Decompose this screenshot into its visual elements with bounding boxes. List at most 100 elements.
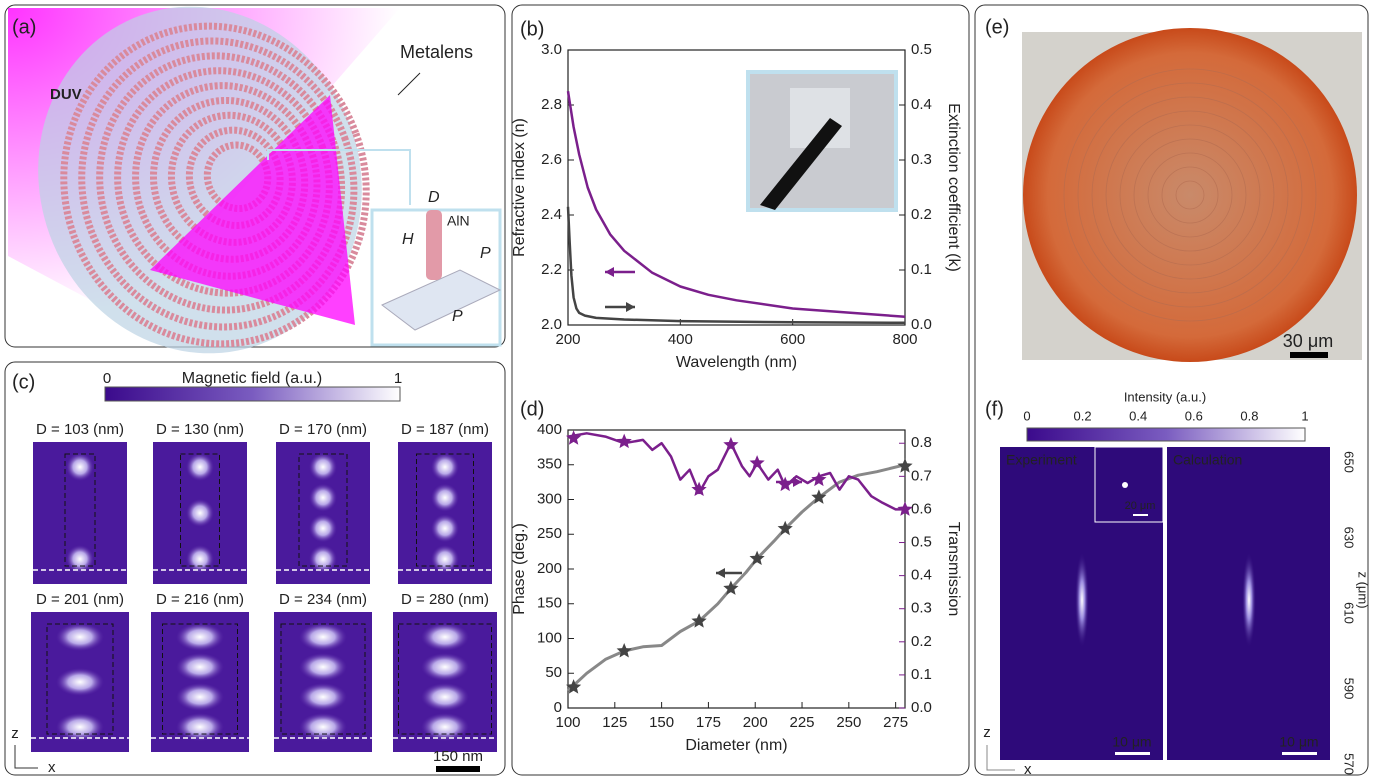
metalens-photo xyxy=(1023,28,1357,362)
field-lobe xyxy=(56,668,104,696)
map-title: Calculation xyxy=(1173,452,1242,468)
data-line xyxy=(568,207,905,323)
colorbar-tick-label: 0.6 xyxy=(1185,408,1203,423)
x-axis-label: Diameter (nm) xyxy=(685,737,787,754)
y2-tick-label: 0.6 xyxy=(911,500,932,517)
label-d: D xyxy=(428,189,440,206)
y2-tick-label: 0.2 xyxy=(911,206,932,223)
y2-tick-label: 0.4 xyxy=(911,567,932,584)
y2-tick-label: 0.1 xyxy=(911,666,932,683)
scale-bar xyxy=(1115,752,1150,755)
colorbar xyxy=(105,387,400,401)
field-lobe xyxy=(66,545,94,573)
field-lobe xyxy=(186,499,214,527)
y-tick-label: 150 xyxy=(537,595,562,612)
y-tick-label: 100 xyxy=(537,629,562,646)
field-lobe xyxy=(421,623,469,651)
pillar xyxy=(426,210,442,280)
field-lobe xyxy=(309,453,337,481)
y-axis-label: Refractive index (n) xyxy=(511,118,528,257)
field-lobe xyxy=(309,514,337,542)
field-lobe xyxy=(309,484,337,512)
panel-frame xyxy=(512,5,969,775)
star-marker xyxy=(723,437,738,452)
field-lobe xyxy=(309,545,337,573)
colorbar-max: 1 xyxy=(394,370,402,387)
field-lobe xyxy=(299,623,347,651)
pointer xyxy=(398,73,420,95)
colorbar-min: 0 xyxy=(103,370,111,387)
label-h: H xyxy=(402,231,414,248)
y-tick-label: 250 xyxy=(537,525,562,542)
panel-label: (e) xyxy=(985,16,1009,38)
colorbar-tick-label: 0.8 xyxy=(1240,408,1258,423)
field-lobe xyxy=(431,545,459,573)
tile-label: D = 130 (nm) xyxy=(156,421,244,438)
focal-spot xyxy=(1242,552,1256,648)
y2-tick-label: 0.3 xyxy=(911,600,932,617)
y2-tick-label: 0.5 xyxy=(911,533,932,550)
x-tick-label: 225 xyxy=(790,714,815,731)
scale-bar xyxy=(436,766,480,772)
panel-label: (b) xyxy=(520,18,544,40)
y2-tick-label: 0.0 xyxy=(911,699,932,716)
y2-tick-label: 0.4 xyxy=(911,96,932,113)
y2-axis-label: Extinction coefficient (k) xyxy=(945,103,962,272)
y-tick-label: 50 xyxy=(545,664,562,681)
field-lobe xyxy=(431,514,459,542)
field-lobe xyxy=(186,453,214,481)
y-tick-label: 2.0 xyxy=(541,316,562,333)
x-tick-label: 800 xyxy=(892,331,917,348)
y2-axis-label: Transmission xyxy=(945,522,962,617)
x-tick-label: 400 xyxy=(668,331,693,348)
scale-label: 30 μm xyxy=(1283,331,1333,351)
x-tick-label: 250 xyxy=(836,714,861,731)
figure: (b)2004006008002.02.22.42.62.83.00.00.10… xyxy=(0,0,1373,780)
axis-x: x xyxy=(1024,761,1032,778)
y-axis-label: Phase (deg.) xyxy=(511,523,528,615)
y2-tick-label: 0.2 xyxy=(911,633,932,650)
field-lobe xyxy=(299,713,347,741)
y2-tick-label: 0.7 xyxy=(911,467,932,484)
x-tick-label: 200 xyxy=(743,714,768,731)
tile-label: D = 103 (nm) xyxy=(36,421,124,438)
tile-label: D = 201 (nm) xyxy=(36,591,124,608)
field-lobe xyxy=(176,653,224,681)
star-marker xyxy=(778,477,793,492)
axis-z: z xyxy=(983,724,991,741)
panel-label: (d) xyxy=(520,398,544,420)
x-tick-label: 100 xyxy=(555,714,580,731)
inset-scale-bar xyxy=(1133,514,1148,516)
field-lobe xyxy=(66,453,94,481)
y-tick-label: 2.6 xyxy=(541,151,562,168)
tile-label: D = 216 (nm) xyxy=(156,591,244,608)
panel-label: (f) xyxy=(985,398,1004,420)
x-tick-label: 200 xyxy=(555,331,580,348)
field-lobe xyxy=(56,623,104,651)
field-lobe xyxy=(56,713,104,741)
scale-bar xyxy=(1290,352,1328,358)
field-lobe xyxy=(299,683,347,711)
y2-tick-label: 0.3 xyxy=(911,151,932,168)
x-tick-label: 125 xyxy=(602,714,627,731)
tile-label: D = 280 (nm) xyxy=(401,591,489,608)
field-lobe xyxy=(176,713,224,741)
field-lobe xyxy=(421,713,469,741)
y2-tick-label: 0.8 xyxy=(911,434,932,451)
data-line xyxy=(568,433,905,509)
field-lobe xyxy=(186,545,214,573)
axis-x: x xyxy=(48,759,56,776)
x-tick-label: 275 xyxy=(883,714,908,731)
inset-scale: 20 μm xyxy=(1125,500,1156,512)
star-marker xyxy=(617,643,632,658)
y-tick-label: 300 xyxy=(537,490,562,507)
x-tick-label: 600 xyxy=(780,331,805,348)
metalens-label: Metalens xyxy=(400,42,473,62)
beam-label: DUV xyxy=(50,86,82,103)
colorbar-tick-label: 0 xyxy=(1023,408,1030,423)
field-lobe xyxy=(421,653,469,681)
y-tick-label: 200 xyxy=(537,560,562,577)
label-p1: P xyxy=(480,245,491,262)
arrow-head xyxy=(605,267,614,277)
colorbar-title: Magnetic field (a.u.) xyxy=(182,370,323,387)
